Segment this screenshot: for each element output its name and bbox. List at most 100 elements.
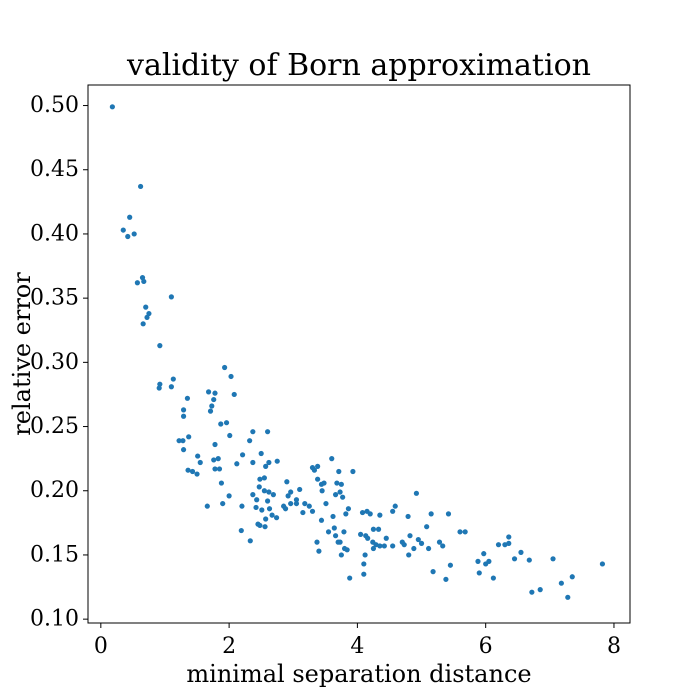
data-point [266,489,272,495]
data-point [537,587,543,593]
data-point [257,476,263,482]
data-point [207,408,214,414]
x-tick-label: 4 [350,634,364,659]
data-point [270,492,276,498]
data-point [212,466,218,472]
data-point [125,233,131,240]
data-point [156,385,162,391]
data-point [306,503,312,509]
data-point [334,480,340,486]
data-point [180,413,187,419]
data-point [266,459,272,466]
data-point [262,524,268,530]
data-point [341,529,347,535]
data-point [425,545,432,552]
data-point [529,589,535,595]
data-point [250,459,256,466]
data-point [254,497,260,503]
data-point [336,468,342,475]
data-point [186,434,192,440]
data-point [375,526,382,532]
y-tick-label: 0.40 [30,221,79,246]
data-point [457,529,463,535]
data-point [284,479,290,485]
data-point [415,536,421,543]
data-point [261,488,267,494]
plot-frame [87,84,631,624]
data-point [300,509,306,516]
data-point [406,552,412,558]
data-point [401,542,407,548]
data-point [261,475,267,481]
data-point [215,456,221,462]
data-point [343,511,349,517]
data-point [184,395,191,401]
data-point [180,438,186,444]
data-point [495,542,502,548]
data-point [194,471,200,477]
y-tick-label: 0.35 [30,286,79,311]
data-point [309,508,316,514]
data-point [211,396,217,403]
data-point [297,486,303,493]
data-point [383,535,389,541]
data-point [347,575,353,581]
data-point [506,540,512,546]
data-point [218,480,225,486]
data-point [311,467,318,473]
data-point [558,580,564,586]
data-point [319,488,325,494]
data-point [168,384,174,390]
data-point [370,545,377,552]
data-point [511,556,518,562]
data-point [361,571,367,577]
data-point [335,539,341,545]
data-point [436,539,443,545]
data-point [518,549,524,555]
data-point [316,548,322,554]
data-point [223,420,230,426]
data-point [599,561,606,567]
data-point [337,489,343,495]
data-point [550,556,556,562]
data-point [332,533,339,539]
data-point [338,481,344,487]
data-point [350,468,356,475]
data-point [476,570,482,576]
data-point [407,533,413,539]
data-point [127,214,133,220]
data-point [269,512,275,518]
data-point [185,467,191,473]
data-points [109,104,606,600]
data-point [318,517,325,523]
data-point [263,463,269,469]
data-point [358,531,364,538]
data-point [220,500,226,507]
data-point [170,376,176,382]
data-point [247,438,253,444]
data-point [315,463,321,469]
data-point [325,529,332,535]
data-point [238,527,244,534]
data-point [266,506,273,512]
data-point [377,543,383,549]
data-point [370,526,377,532]
data-point [120,227,126,233]
data-point [189,468,196,475]
data-point [314,539,320,545]
data-point [315,476,321,482]
x-tick-label: 6 [479,634,493,659]
data-point [490,575,496,581]
y-tick-label: 0.50 [30,93,79,118]
data-point [377,512,383,518]
data-point [274,458,280,464]
x-axis-label: minimal separation distance [186,660,531,688]
data-point [134,280,140,286]
data-point [212,390,218,396]
data-point [180,407,187,413]
y-tick-label: 0.45 [30,157,79,182]
data-point [440,543,446,549]
data-point [157,381,163,387]
data-point [293,497,300,503]
data-point [418,540,425,546]
